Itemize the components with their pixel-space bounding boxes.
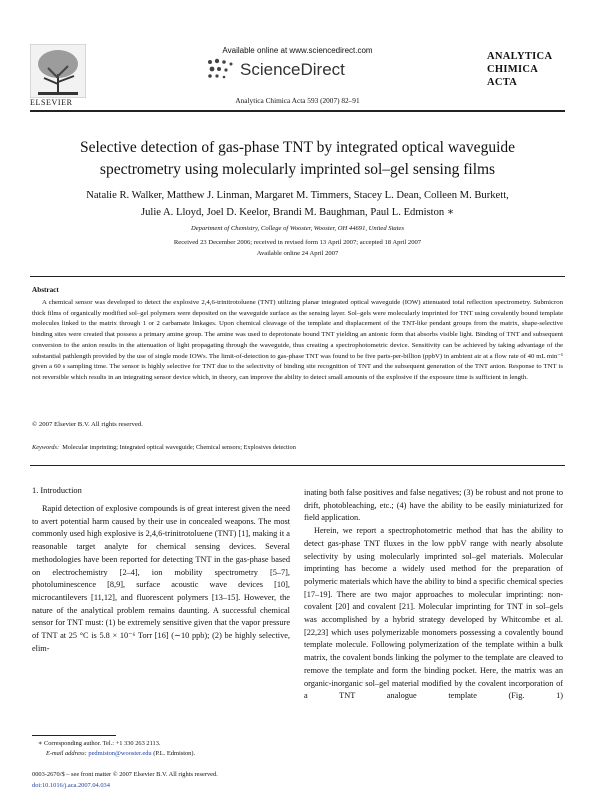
abstract-heading: Abstract (32, 286, 59, 294)
logo-line: ACTA (487, 77, 518, 88)
paragraph: inating both false positives and false n… (304, 488, 563, 523)
title: Selective detection of gas-phase TNT by … (0, 137, 595, 181)
abstract-rule (30, 276, 565, 277)
email-label: E-mail address: (46, 750, 87, 757)
sciencedirect: ScienceDirect (240, 60, 345, 79)
affiliation: Department of Chemistry, College of Woos… (190, 225, 405, 232)
keywords-label: Keywords: (32, 444, 60, 451)
author-line: Julie A. Lloyd, Joel D. Keelor, Brandi M… (140, 207, 455, 218)
paragraph: Herein, we report a spectrophotometric m… (304, 526, 563, 701)
journal-logo: ANALYTICA CHIMICA ACTA (487, 50, 552, 89)
right-column: inating both false positives and false n… (304, 487, 563, 703)
section-heading: 1. Introduction (32, 486, 82, 495)
header-rule (30, 110, 565, 112)
abstract-text: A chemical sensor was developed to detec… (32, 299, 563, 381)
title-line: Selective detection of gas-phase TNT by … (80, 139, 515, 156)
keywords: Keywords: Molecular imprinting; Integrat… (32, 444, 296, 451)
author-line: Natalie R. Walker, Matthew J. Linman, Ma… (86, 190, 509, 201)
authors: Natalie R. Walker, Matthew J. Linman, Ma… (0, 187, 595, 221)
sciencedirect-dots (208, 58, 233, 79)
doi[interactable]: doi:10.1016/j.aca.2007.04.034 (32, 782, 110, 789)
publisher: ELSEVIER (30, 98, 73, 107)
footnote: ∗ Corresponding author. Tel.: +1 330 263… (38, 740, 161, 747)
footnote-rule (32, 735, 116, 736)
logo-line: ANALYTICA (487, 51, 553, 62)
keywords-rule (30, 465, 565, 466)
footnote-email: E-mail address: pedmiston@wooster.edu (P… (46, 750, 195, 757)
received: Received 23 December 2006; received in r… (173, 239, 422, 246)
front-matter: 0003-2670/$ – see front matter © 2007 El… (32, 771, 218, 778)
keywords-text: Molecular imprinting; Integrated optical… (62, 444, 296, 451)
email[interactable]: pedmiston@wooster.edu (88, 750, 152, 757)
email-name: (P.L. Edmiston). (153, 750, 196, 757)
elsevier-tree (30, 44, 86, 98)
logo-line: CHIMICA (487, 64, 539, 75)
title-line: spectrometry using molecularly imprinted… (99, 161, 496, 178)
available-online: Available online at www.sciencedirect.co… (222, 46, 373, 55)
copyright: © 2007 Elsevier B.V. All rights reserved… (32, 421, 143, 428)
available-date: Available online 24 April 2007 (256, 250, 339, 257)
left-column: Rapid detection of explosive compounds i… (32, 504, 290, 653)
journal-citation: Analytica Chimica Acta 593 (2007) 82–91 (235, 96, 360, 105)
